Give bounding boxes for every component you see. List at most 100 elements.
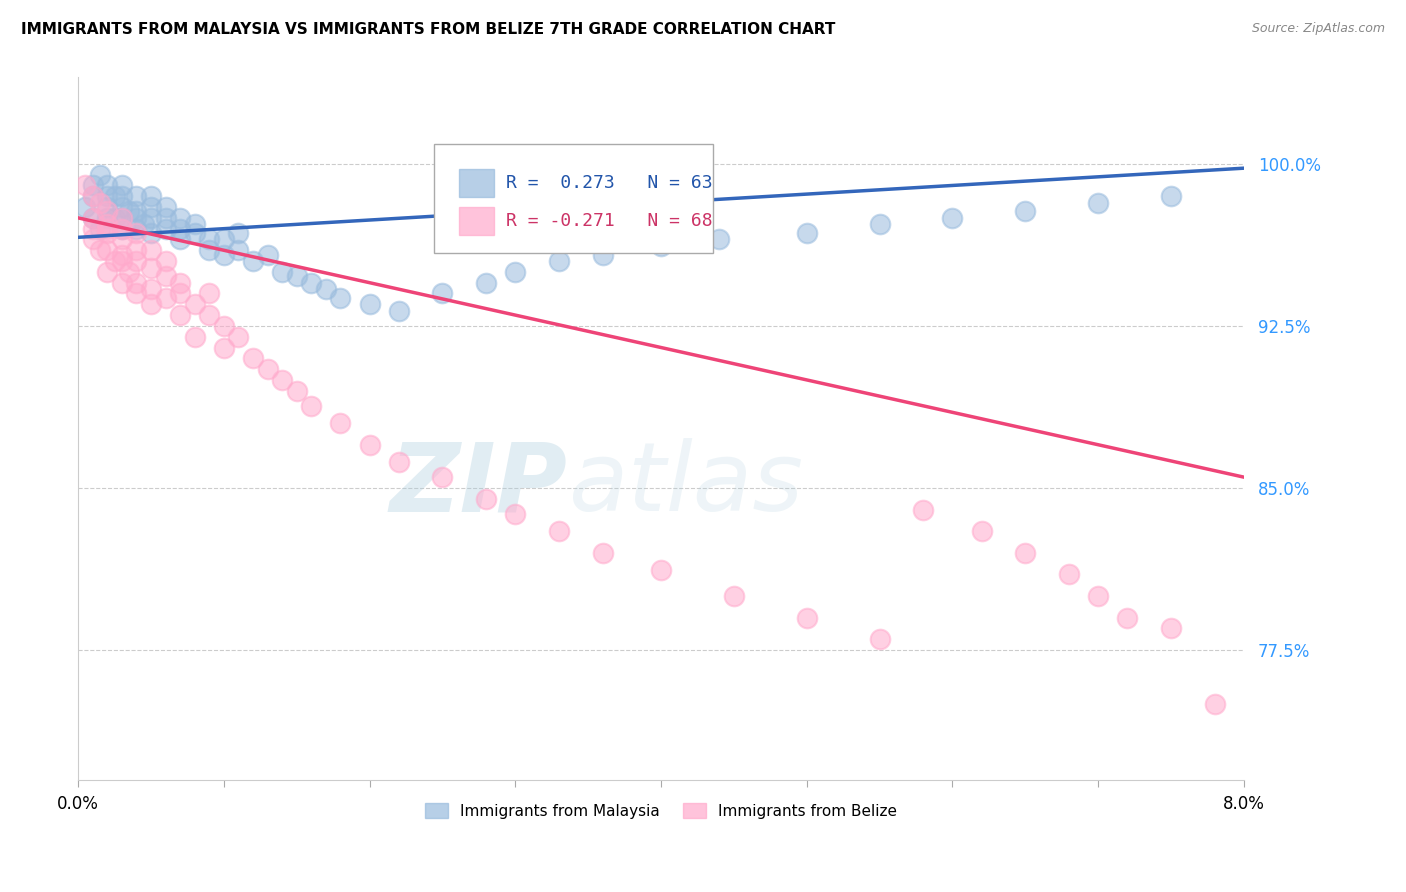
Point (155, 211, 177, 225)
Point (242, 351, 264, 366)
FancyBboxPatch shape (433, 145, 713, 253)
Point (169, 221, 191, 235)
Point (242, 254, 264, 268)
Point (125, 189, 148, 203)
Point (82, 189, 104, 203)
Text: ZIP: ZIP (389, 438, 568, 532)
Point (183, 297, 205, 311)
Text: R = -0.271   N = 68: R = -0.271 N = 68 (506, 212, 713, 230)
Point (1057, 567, 1080, 582)
Point (139, 260, 162, 275)
Point (212, 232, 235, 246)
Legend: Immigrants from Malaysia, Immigrants from Belize: Immigrants from Malaysia, Immigrants fro… (419, 797, 903, 824)
Point (256, 362, 278, 376)
Bar (460, 207, 495, 235)
Point (125, 244, 148, 258)
Point (96, 200, 118, 214)
Point (299, 399, 322, 413)
Point (723, 589, 745, 603)
Point (118, 204, 141, 219)
Point (198, 286, 221, 301)
Text: Source: ZipAtlas.com: Source: ZipAtlas.com (1251, 22, 1385, 36)
Point (89, 244, 111, 258)
Point (125, 254, 148, 268)
Point (139, 226, 162, 240)
Point (1014, 204, 1036, 219)
Point (475, 491, 498, 506)
Point (169, 211, 191, 225)
Point (96, 178, 118, 193)
Point (82, 232, 104, 246)
Point (125, 286, 148, 301)
Point (96, 211, 118, 225)
Point (432, 470, 454, 484)
Point (103, 254, 125, 268)
Point (125, 204, 148, 219)
Point (111, 221, 134, 235)
Point (228, 244, 250, 258)
Point (132, 218, 155, 232)
Point (125, 276, 148, 290)
Point (155, 269, 177, 284)
Point (96, 244, 118, 258)
Point (89, 168, 111, 182)
Point (183, 226, 205, 240)
Point (169, 308, 191, 322)
Point (96, 221, 118, 235)
Text: R =  0.273   N = 63: R = 0.273 N = 63 (506, 174, 713, 192)
Point (329, 416, 352, 430)
Point (941, 211, 963, 225)
Point (212, 318, 235, 333)
Point (111, 211, 134, 225)
Point (139, 200, 162, 214)
Point (139, 211, 162, 225)
Point (155, 221, 177, 235)
Point (1160, 621, 1182, 635)
Point (155, 200, 177, 214)
Point (198, 232, 221, 246)
Point (111, 232, 134, 246)
Point (96, 226, 118, 240)
Point (592, 546, 614, 560)
Point (285, 384, 308, 398)
Point (75, 178, 97, 193)
Point (89, 221, 111, 235)
Point (111, 189, 134, 203)
Point (111, 247, 134, 261)
Point (329, 291, 352, 305)
Point (183, 329, 205, 343)
Text: atlas: atlas (568, 438, 803, 532)
Point (359, 297, 381, 311)
Point (548, 524, 571, 538)
Point (869, 632, 891, 647)
Point (503, 265, 526, 279)
Point (1204, 697, 1226, 711)
Point (212, 341, 235, 355)
Point (125, 211, 148, 225)
Point (82, 211, 104, 225)
Point (96, 204, 118, 219)
Point (796, 226, 818, 240)
Point (111, 211, 134, 225)
Point (315, 282, 337, 296)
Point (125, 221, 148, 235)
Point (103, 189, 125, 203)
Point (82, 221, 104, 235)
Point (155, 291, 177, 305)
Point (111, 254, 134, 268)
Point (111, 178, 134, 193)
Point (82, 211, 104, 225)
Point (1014, 546, 1036, 560)
Point (1087, 589, 1109, 603)
Point (169, 276, 191, 290)
Point (96, 189, 118, 203)
Point (1087, 195, 1109, 210)
Point (650, 563, 672, 577)
Point (198, 244, 221, 258)
Point (212, 247, 235, 261)
Point (139, 297, 162, 311)
Point (169, 232, 191, 246)
Point (198, 308, 221, 322)
Point (118, 265, 141, 279)
Point (869, 218, 891, 232)
